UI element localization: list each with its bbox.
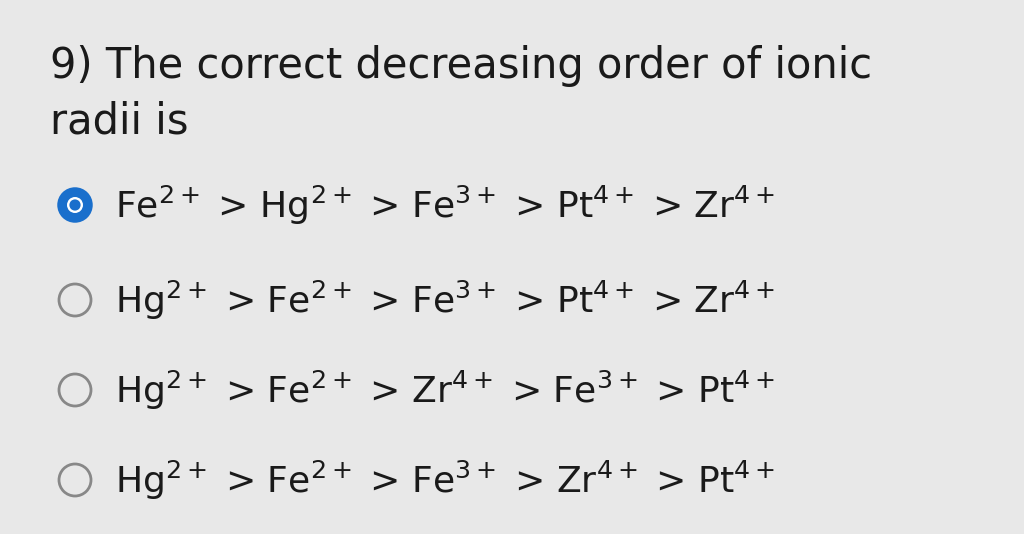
Ellipse shape — [59, 189, 91, 221]
Text: Hg$^{2+}$ > Fe$^{2+}$ > Zr$^{4+}$ > Fe$^{3+}$ > Pt$^{4+}$: Hg$^{2+}$ > Fe$^{2+}$ > Zr$^{4+}$ > Fe$^… — [115, 368, 775, 412]
Text: Hg$^{2+}$ > Fe$^{2+}$ > Fe$^{3+}$ > Zr$^{4+}$ > Pt$^{4+}$: Hg$^{2+}$ > Fe$^{2+}$ > Fe$^{3+}$ > Zr$^… — [115, 458, 775, 501]
Text: 9) The correct decreasing order of ionic: 9) The correct decreasing order of ionic — [50, 45, 872, 87]
Ellipse shape — [67, 197, 83, 213]
Ellipse shape — [59, 374, 91, 406]
Text: Hg$^{2+}$ > Fe$^{2+}$ > Fe$^{3+}$ > Pt$^{4+}$ > Zr$^{4+}$: Hg$^{2+}$ > Fe$^{2+}$ > Fe$^{3+}$ > Pt$^… — [115, 278, 775, 321]
Text: Fe$^{2+}$ > Hg$^{2+}$ > Fe$^{3+}$ > Pt$^{4+}$ > Zr$^{4+}$: Fe$^{2+}$ > Hg$^{2+}$ > Fe$^{3+}$ > Pt$^… — [115, 183, 775, 226]
Ellipse shape — [70, 199, 81, 210]
Ellipse shape — [59, 464, 91, 496]
Ellipse shape — [59, 284, 91, 316]
Text: radii is: radii is — [50, 100, 188, 142]
